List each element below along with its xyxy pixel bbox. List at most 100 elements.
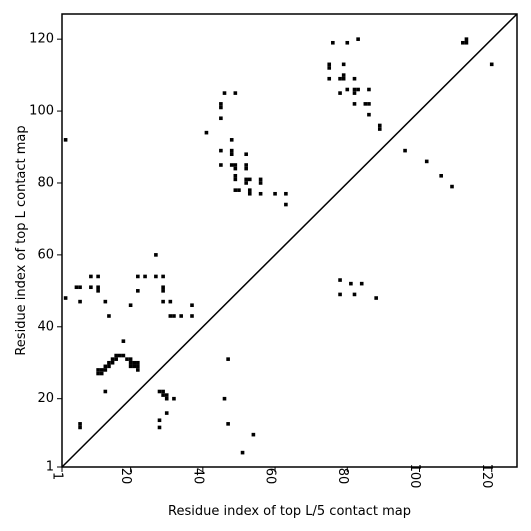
contact-point <box>143 274 147 279</box>
contact-point <box>338 278 342 282</box>
contact-point <box>63 296 68 300</box>
contact-point <box>327 76 332 81</box>
x-tick-label: 100 <box>407 464 422 489</box>
contact-point <box>96 289 100 293</box>
contact-point <box>128 360 133 365</box>
contact-point <box>341 62 346 67</box>
contact-point <box>96 371 100 376</box>
contact-point <box>345 87 350 92</box>
contact-point <box>233 163 238 167</box>
contact-point <box>464 40 469 45</box>
contact-point <box>179 314 183 318</box>
contact-point <box>439 173 443 178</box>
contact-point <box>154 274 158 279</box>
contact-point <box>157 389 162 394</box>
contact-point <box>258 191 263 196</box>
contact-point <box>78 285 82 290</box>
contact-point <box>244 152 248 157</box>
y-tick-label: 120 <box>29 32 54 47</box>
contact-point <box>132 364 137 369</box>
x-tick-label: 20 <box>118 468 133 485</box>
y-tick-label: 20 <box>37 391 54 406</box>
contact-point <box>341 76 346 81</box>
contact-point <box>244 181 248 185</box>
contact-point <box>161 393 165 397</box>
contact-point <box>96 285 100 290</box>
contact-point <box>349 281 353 286</box>
contact-point <box>96 368 100 372</box>
contact-point <box>164 393 169 397</box>
contact-point <box>168 314 173 318</box>
contact-point <box>233 91 238 95</box>
contact-point <box>190 314 194 318</box>
contact-point <box>338 91 342 95</box>
contact-point <box>161 389 165 394</box>
contact-point <box>229 148 234 153</box>
contact-point <box>99 371 104 376</box>
contact-point <box>78 299 82 304</box>
contact-point <box>338 292 342 297</box>
contact-point <box>450 184 454 189</box>
contact-point <box>345 40 350 45</box>
contact-point <box>247 188 252 192</box>
contact-point <box>244 177 248 182</box>
contact-point <box>107 364 111 369</box>
contact-point <box>63 138 68 142</box>
contact-point <box>244 163 248 167</box>
contact-point <box>128 364 133 369</box>
contact-point <box>258 181 263 185</box>
contact-point <box>154 253 158 257</box>
contact-point <box>103 389 108 394</box>
contact-point <box>233 166 238 171</box>
points-layer <box>63 37 494 455</box>
contact-point <box>219 102 223 106</box>
contact-point <box>204 130 209 135</box>
contact-point <box>247 177 252 182</box>
contact-point <box>367 102 371 106</box>
contact-point <box>74 285 79 290</box>
contact-point <box>219 148 223 153</box>
contact-point <box>464 37 469 41</box>
contact-point <box>352 91 357 95</box>
contact-point <box>136 360 140 365</box>
contact-point <box>168 299 173 304</box>
x-tick-label: 80 <box>335 468 350 485</box>
contact-point <box>107 360 111 365</box>
plot-frame <box>61 13 518 468</box>
contact-point <box>233 188 238 192</box>
contact-point <box>136 289 140 293</box>
contact-point <box>222 91 227 95</box>
x-tick-label: 60 <box>263 468 278 485</box>
contact-point <box>424 159 429 164</box>
contact-point <box>352 76 357 81</box>
contact-point <box>240 450 245 455</box>
contact-point <box>331 40 335 45</box>
contact-point <box>363 102 368 106</box>
contact-point <box>132 360 137 365</box>
contact-point <box>327 62 332 67</box>
contact-point <box>89 274 93 279</box>
contact-point <box>226 422 230 426</box>
contact-point <box>377 123 382 128</box>
contact-point <box>103 364 108 369</box>
contact-point <box>121 353 126 358</box>
contact-point <box>99 368 104 372</box>
contact-point <box>222 396 227 401</box>
contact-point <box>233 173 238 178</box>
contact-point <box>190 303 194 308</box>
contact-point <box>489 62 494 67</box>
contact-point <box>247 191 252 196</box>
contact-point <box>121 339 126 343</box>
contact-point <box>107 314 111 318</box>
contact-point <box>352 292 357 297</box>
contact-point <box>89 285 93 290</box>
contact-point <box>273 191 277 196</box>
contact-point <box>461 40 465 45</box>
contact-point <box>136 274 140 279</box>
contact-point <box>117 353 122 358</box>
contact-point <box>237 188 241 192</box>
contact-point <box>125 357 129 361</box>
contact-point <box>377 127 382 131</box>
